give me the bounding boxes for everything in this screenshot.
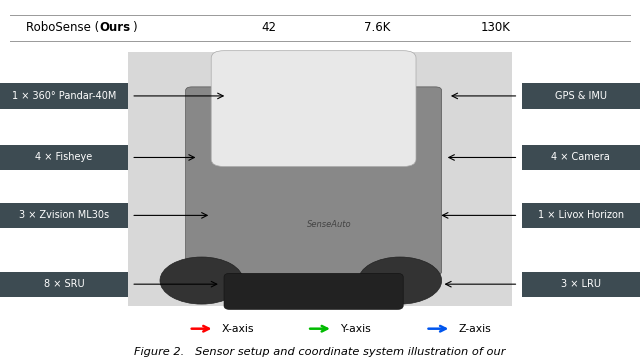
Text: 3 × Zvision ML30s: 3 × Zvision ML30s	[19, 210, 109, 220]
FancyBboxPatch shape	[522, 83, 640, 109]
FancyBboxPatch shape	[522, 203, 640, 228]
Text: 3 × LRU: 3 × LRU	[561, 279, 601, 289]
FancyBboxPatch shape	[0, 272, 128, 297]
Text: 7.6K: 7.6K	[364, 21, 391, 34]
Text: SenseAuto: SenseAuto	[307, 220, 352, 229]
Text: X-axis: X-axis	[222, 324, 255, 334]
Text: Z-axis: Z-axis	[459, 324, 492, 334]
FancyBboxPatch shape	[0, 83, 128, 109]
Circle shape	[358, 257, 442, 304]
FancyBboxPatch shape	[224, 273, 403, 310]
FancyBboxPatch shape	[128, 52, 512, 306]
Text: 1 × Livox Horizon: 1 × Livox Horizon	[538, 210, 624, 220]
Text: Ours: Ours	[99, 21, 131, 34]
Text: 130K: 130K	[481, 21, 511, 34]
FancyBboxPatch shape	[0, 203, 128, 228]
Text: 4 × Camera: 4 × Camera	[552, 152, 610, 163]
Text: 42: 42	[261, 21, 276, 34]
Text: 4 × Fisheye: 4 × Fisheye	[35, 152, 93, 163]
FancyBboxPatch shape	[211, 51, 416, 167]
FancyBboxPatch shape	[0, 145, 128, 170]
Text: Figure 2.   Sensor setup and coordinate system illustration of our: Figure 2. Sensor setup and coordinate sy…	[134, 347, 506, 357]
Circle shape	[160, 257, 243, 304]
FancyBboxPatch shape	[522, 145, 640, 170]
Text: 8 × SRU: 8 × SRU	[44, 279, 84, 289]
Text: ): )	[132, 21, 137, 34]
Text: RoboSense (: RoboSense (	[26, 21, 99, 34]
FancyBboxPatch shape	[186, 87, 442, 275]
Text: GPS & IMU: GPS & IMU	[555, 91, 607, 101]
Text: 1 × 360° Pandar-40M: 1 × 360° Pandar-40M	[12, 91, 116, 101]
FancyBboxPatch shape	[522, 272, 640, 297]
Text: Y-axis: Y-axis	[340, 324, 371, 334]
